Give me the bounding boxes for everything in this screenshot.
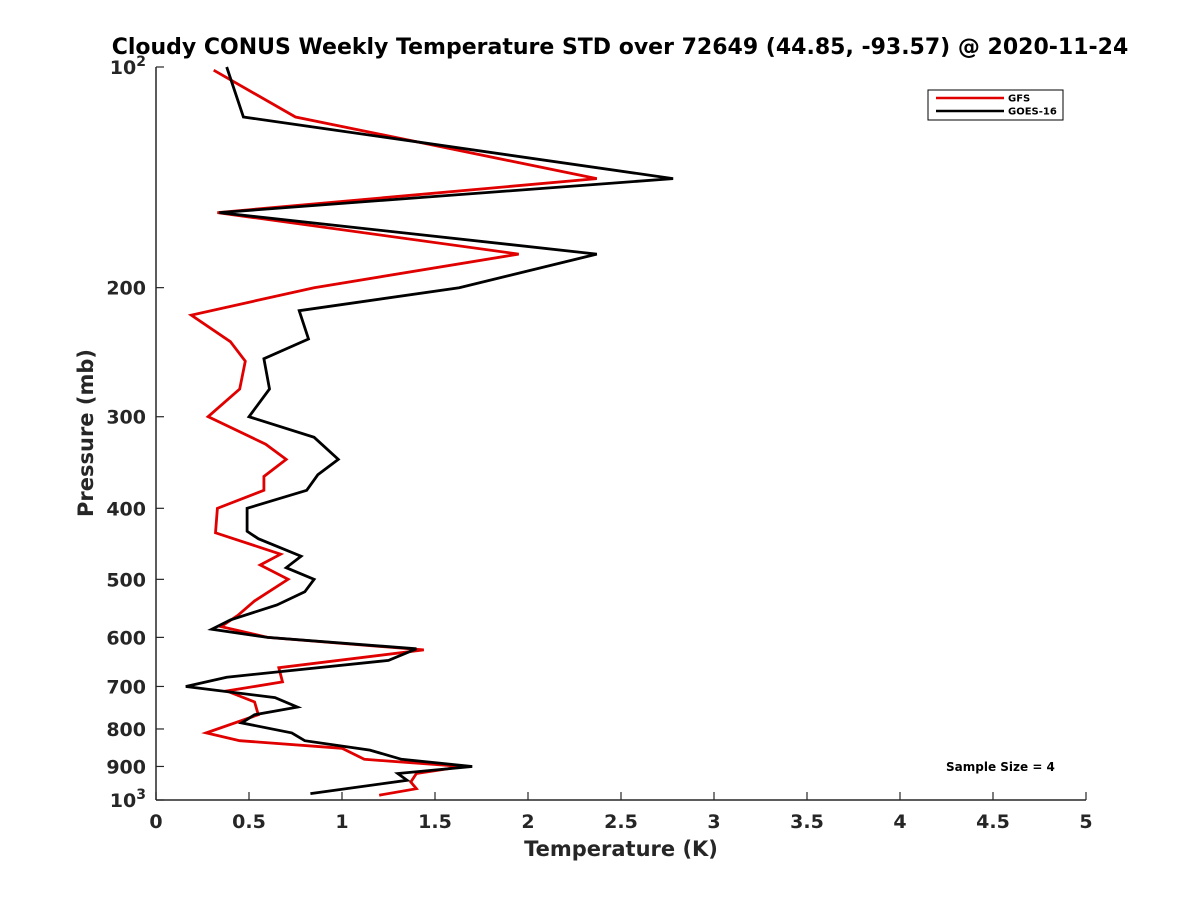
plot-area-frame (156, 67, 1086, 800)
y-tick-label: 900 (106, 756, 146, 778)
chart-title: Cloudy CONUS Weekly Temperature STD over… (112, 35, 1129, 60)
x-tick-label: 4.5 (976, 811, 1010, 833)
x-tick-label: 5 (1079, 811, 1092, 833)
x-tick-label: 1 (335, 811, 348, 833)
x-axis-ticks: 0 0.5 1 1.5 2 2.5 3 3.5 4 4.5 5 (149, 792, 1093, 833)
legend-label-gfs: GFS (1008, 94, 1030, 105)
y-tick-label: 103 (110, 787, 146, 812)
y-tick-label: 600 (106, 627, 146, 649)
x-tick-label: 2.5 (604, 811, 638, 833)
y-tick-label: 200 (106, 278, 146, 300)
y-tick-label: 300 (106, 407, 146, 429)
x-axis-label: Temperature (K) (524, 837, 718, 861)
legend: GFS GOES-16 (927, 89, 1064, 121)
x-tick-label: 0 (149, 811, 162, 833)
x-tick-label: 3.5 (790, 811, 824, 833)
x-tick-label: 4 (893, 811, 906, 833)
legend-box (927, 89, 1064, 121)
x-tick-label: 3 (707, 811, 720, 833)
y-axis-ticks: 102 200 300 400 500 600 700 800 900 103 (106, 54, 164, 812)
legend-label-goes16: GOES-16 (1008, 107, 1057, 118)
y-tick-label: 500 (106, 569, 146, 591)
y-tick-label: 700 (106, 676, 146, 698)
x-tick-label: 1.5 (418, 811, 452, 833)
y-tick-label: 102 (110, 54, 146, 79)
x-tick-label: 0.5 (232, 811, 266, 833)
series-layer (185, 66, 674, 797)
y-axis-label: Pressure (mb) (74, 349, 98, 517)
series-line-goes16 (185, 66, 674, 795)
series-line-gfs (187, 68, 598, 797)
y-tick-label: 400 (106, 498, 146, 520)
sample-size-annotation: Sample Size = 4 (946, 760, 1055, 774)
x-tick-label: 2 (521, 811, 534, 833)
y-tick-label: 800 (106, 719, 146, 741)
